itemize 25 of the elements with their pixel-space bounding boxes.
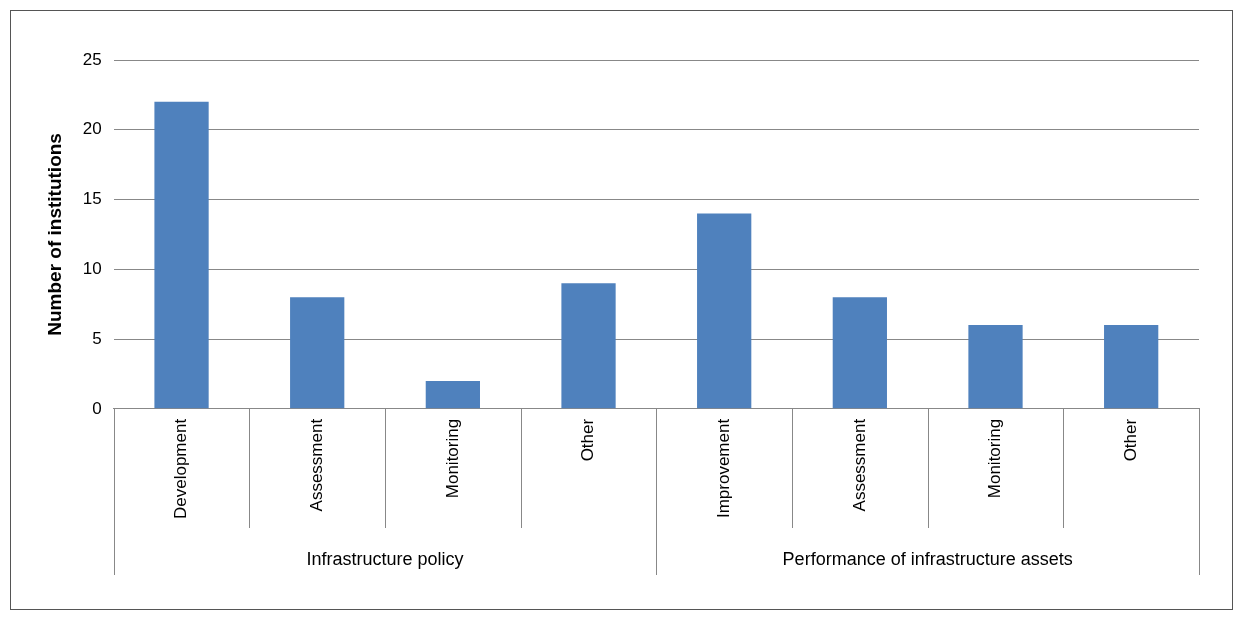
bar bbox=[290, 297, 345, 409]
x-tick-label: Development bbox=[171, 418, 191, 520]
x-tick-label: Other bbox=[1120, 418, 1140, 462]
bar bbox=[561, 283, 616, 409]
x-tick-label: Monitoring bbox=[985, 418, 1005, 499]
bar bbox=[1104, 325, 1159, 409]
x-tick-label: Other bbox=[578, 418, 598, 462]
y-tick-label: 10 bbox=[82, 258, 102, 278]
y-tick-label: 5 bbox=[92, 328, 102, 348]
x-tick-label: Improvement bbox=[713, 418, 733, 519]
y-tick-label: 15 bbox=[82, 189, 102, 209]
bar bbox=[154, 101, 209, 409]
y-axis-title: Number of institutions bbox=[43, 133, 65, 336]
x-tick-label: Assessment bbox=[306, 418, 326, 512]
y-tick-label: 20 bbox=[82, 119, 102, 139]
bar bbox=[968, 325, 1023, 409]
x-tick-label: Assessment bbox=[849, 418, 869, 512]
text: Performance of infrastructure assets bbox=[782, 548, 1073, 569]
bar bbox=[697, 213, 752, 409]
x-tick-label: Monitoring bbox=[442, 418, 462, 499]
y-tick-label: 0 bbox=[92, 398, 102, 418]
y-tick-label: 25 bbox=[82, 49, 102, 69]
text: Infrastructure policy bbox=[306, 548, 464, 569]
bar bbox=[425, 380, 480, 409]
bar bbox=[832, 297, 887, 409]
